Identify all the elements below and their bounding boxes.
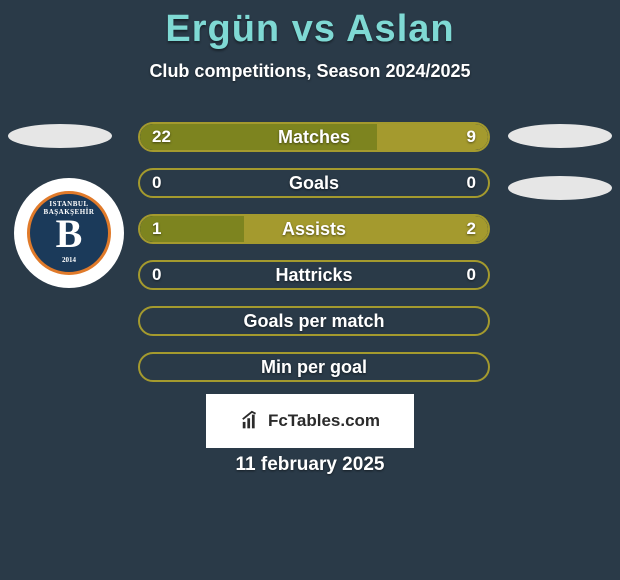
comparison-bars: 229Matches 00Goals 12Assists 00Hattricks Goa… (138, 122, 490, 398)
club-badge-top-text: ISTANBUL BAŞAKŞEHİR (30, 200, 108, 216)
club-badge-inner: ISTANBUL BAŞAKŞEHİR B 2014 (27, 191, 111, 275)
club-badge: ISTANBUL BAŞAKŞEHİR B 2014 (14, 178, 124, 288)
page-title: Ergün vs Aslan (0, 0, 620, 51)
bar-row: 00Goals (138, 168, 490, 198)
club-oval-right-2 (508, 176, 612, 200)
footer-brand: FcTables.com (206, 394, 414, 448)
bar-label: Assists (140, 216, 488, 242)
club-badge-year: 2014 (30, 256, 108, 264)
footer-brand-text: FcTables.com (268, 411, 380, 431)
chart-icon (240, 410, 262, 432)
bar-row: 229Matches (138, 122, 490, 152)
date-text: 11 february 2025 (0, 454, 620, 476)
bar-row: 00Hattricks (138, 260, 490, 290)
bar-row: Goals per match (138, 306, 490, 336)
club-oval-right-1 (508, 124, 612, 148)
bar-row: 12Assists (138, 214, 490, 244)
bar-label: Matches (140, 124, 488, 150)
page-subtitle: Club competitions, Season 2024/2025 (0, 61, 620, 82)
bar-label: Hattricks (140, 262, 488, 288)
bar-label: Goals (140, 170, 488, 196)
club-badge-letter: B (56, 210, 83, 257)
bar-label: Min per goal (140, 354, 488, 380)
club-oval-left (8, 124, 112, 148)
bar-row: Min per goal (138, 352, 490, 382)
bar-label: Goals per match (140, 308, 488, 334)
